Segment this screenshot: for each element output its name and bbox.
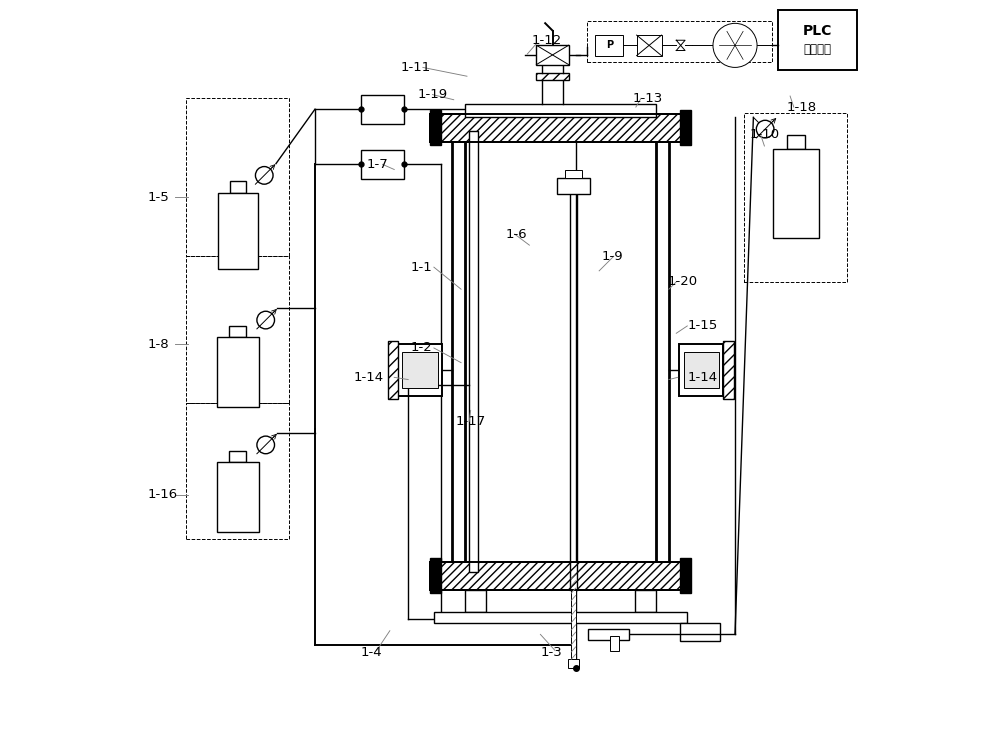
Bar — [637, 35, 662, 56]
Bar — [680, 558, 691, 593]
Text: 1-6: 1-6 — [505, 228, 527, 240]
Circle shape — [713, 24, 757, 67]
Bar — [229, 326, 246, 337]
Text: 控制面板: 控制面板 — [803, 42, 831, 56]
Bar — [536, 45, 569, 64]
Circle shape — [756, 121, 774, 138]
Circle shape — [255, 166, 273, 184]
Bar — [218, 193, 258, 269]
Bar — [656, 127, 669, 576]
Text: 1-1: 1-1 — [410, 260, 432, 274]
Circle shape — [257, 312, 275, 329]
Bar — [778, 10, 857, 70]
Bar — [679, 344, 723, 396]
Bar — [430, 114, 691, 141]
Bar — [361, 95, 404, 124]
Bar — [595, 35, 623, 56]
Bar — [565, 170, 582, 178]
Text: 1-3: 1-3 — [540, 646, 562, 659]
Text: 1-8: 1-8 — [147, 337, 169, 351]
Bar — [680, 110, 691, 145]
Bar — [186, 256, 289, 403]
Text: 1-18: 1-18 — [786, 101, 817, 113]
Text: 1-10: 1-10 — [750, 129, 780, 141]
Bar — [398, 344, 442, 396]
Text: 1-13: 1-13 — [632, 92, 662, 105]
Bar — [452, 127, 465, 576]
Bar — [217, 337, 259, 407]
Text: PLC: PLC — [803, 24, 832, 38]
Text: 1-12: 1-12 — [532, 35, 562, 47]
Text: 1-14: 1-14 — [687, 371, 717, 384]
Bar — [430, 558, 441, 593]
Bar — [680, 622, 720, 641]
Text: 1-4: 1-4 — [360, 646, 382, 659]
Text: 1-20: 1-20 — [667, 275, 698, 289]
Bar — [229, 451, 246, 462]
Bar — [465, 590, 486, 612]
Bar — [430, 562, 691, 590]
Bar — [430, 114, 691, 141]
Bar — [388, 341, 398, 399]
Text: 1-7: 1-7 — [366, 158, 388, 171]
Bar — [723, 341, 734, 399]
Bar — [402, 352, 438, 389]
Bar — [571, 590, 576, 659]
Bar — [787, 135, 805, 149]
Bar — [186, 98, 289, 256]
Text: 1-16: 1-16 — [147, 488, 178, 502]
Text: 1-11: 1-11 — [401, 61, 431, 74]
Bar — [465, 104, 656, 118]
Text: P: P — [606, 41, 613, 50]
Bar — [557, 178, 590, 194]
Bar — [186, 403, 289, 539]
Circle shape — [257, 436, 275, 454]
Text: 1-19: 1-19 — [418, 88, 448, 101]
Bar — [587, 21, 772, 61]
Bar — [773, 149, 819, 238]
Bar — [430, 110, 441, 145]
Bar — [536, 73, 569, 80]
Bar — [635, 590, 656, 612]
Bar — [430, 562, 691, 590]
Bar — [469, 131, 478, 572]
Text: 1-17: 1-17 — [456, 415, 486, 428]
Bar — [610, 636, 619, 650]
Bar — [684, 352, 719, 389]
Bar — [568, 659, 579, 668]
Text: 1-15: 1-15 — [687, 320, 718, 332]
Text: 1-5: 1-5 — [147, 191, 169, 204]
Bar — [434, 612, 687, 622]
Bar — [361, 149, 404, 179]
Bar — [588, 628, 629, 639]
Text: 1-2: 1-2 — [410, 341, 432, 354]
Text: 1-14: 1-14 — [354, 371, 384, 384]
Bar — [744, 113, 847, 282]
Bar — [230, 181, 246, 193]
Bar — [217, 462, 259, 531]
Text: 1-9: 1-9 — [601, 249, 623, 263]
